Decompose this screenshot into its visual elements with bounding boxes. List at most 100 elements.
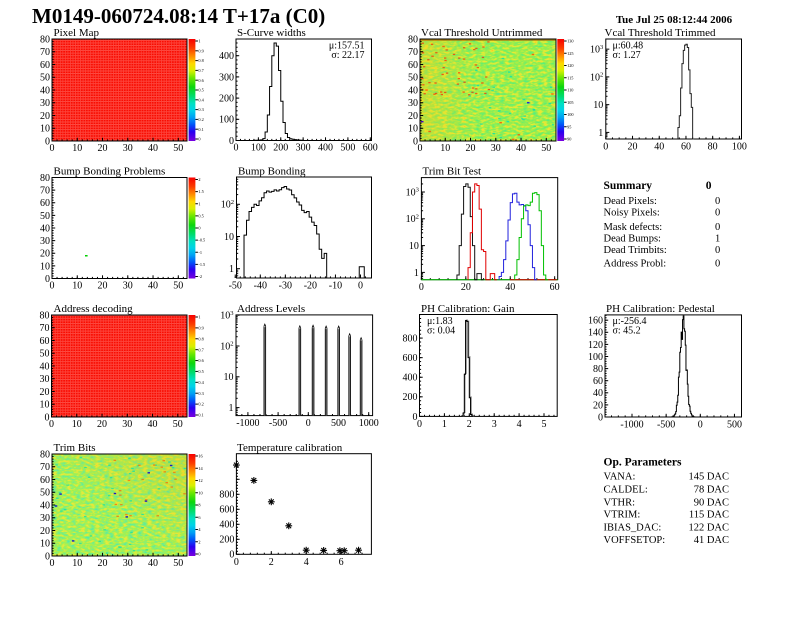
svg-text:4: 4 [304,557,309,568]
svg-text:400: 400 [403,373,418,384]
svg-text:103: 103 [406,187,420,199]
svg-text:1: 1 [442,419,447,430]
svg-text:800: 800 [219,490,234,501]
svg-text:600: 600 [363,143,378,154]
svg-text:70: 70 [40,462,50,473]
svg-text:Summary: Summary [604,180,653,192]
svg-text:0.9: 0.9 [198,48,203,53]
svg-text:10: 10 [72,281,82,292]
svg-text:0: 0 [50,143,55,154]
svg-text:40: 40 [40,361,50,372]
svg-text:0: 0 [706,180,712,192]
svg-text:20: 20 [40,387,50,398]
svg-text:20: 20 [628,142,638,153]
svg-text:10: 10 [408,124,418,135]
svg-text:0.5: 0.5 [198,213,203,218]
svg-text:0: 0 [715,245,720,256]
svg-text:0.2: 0.2 [198,117,203,122]
svg-text:PH Calibration: Gain: PH Calibration: Gain [421,303,515,315]
svg-text:125: 125 [567,51,573,56]
svg-text:10: 10 [224,232,234,243]
svg-text:115 DAC: 115 DAC [689,510,729,521]
svg-text:6: 6 [339,557,344,568]
svg-text:Op. Parameters: Op. Parameters [604,457,682,469]
svg-text:1: 1 [198,39,200,44]
svg-text:50: 50 [173,281,183,292]
svg-text:80: 80 [408,34,418,45]
svg-text:14: 14 [198,466,203,471]
svg-text:50: 50 [40,211,50,222]
svg-text:40: 40 [516,143,526,154]
svg-text:2: 2 [198,177,200,182]
svg-text:80: 80 [40,310,50,321]
svg-text:102: 102 [406,213,419,225]
svg-text:-10: -10 [329,281,342,292]
svg-text:100: 100 [251,143,266,154]
svg-text:12: 12 [198,478,202,483]
svg-text:-1000: -1000 [620,420,643,431]
svg-text:50: 50 [40,73,50,84]
svg-text:0: 0 [598,412,603,423]
svg-text:70: 70 [40,186,50,197]
svg-text:0: 0 [45,274,50,285]
svg-text:500: 500 [340,143,355,154]
svg-text:40: 40 [148,558,158,569]
svg-text:σ: 45.2: σ: 45.2 [613,326,641,337]
svg-text:400: 400 [219,520,234,531]
svg-text:0: 0 [358,281,363,292]
svg-text:20: 20 [593,400,603,411]
svg-text:20: 20 [40,526,50,537]
svg-text:100: 100 [219,115,234,126]
svg-text:IBIAS_DAC:: IBIAS_DAC: [604,523,662,534]
svg-text:80: 80 [593,364,603,375]
svg-text:200: 200 [273,143,288,154]
svg-text:Bump Bonding Problems: Bump Bonding Problems [54,166,166,178]
svg-text:80: 80 [708,142,718,153]
svg-text:-30: -30 [279,281,292,292]
svg-text:300: 300 [296,143,311,154]
svg-text:20: 20 [97,419,107,430]
svg-text:78 DAC: 78 DAC [694,485,729,496]
svg-text:1: 1 [229,264,234,275]
svg-text:20: 20 [461,282,471,293]
svg-text:40: 40 [148,281,158,292]
svg-text:0: 0 [306,418,311,429]
svg-text:20: 20 [98,143,108,154]
svg-text:80: 80 [40,173,50,184]
svg-text:50: 50 [40,488,50,499]
svg-text:400: 400 [318,143,333,154]
svg-text:10: 10 [224,372,234,383]
svg-text:80: 80 [40,449,50,460]
svg-text:μ:60.48: μ:60.48 [613,40,644,51]
svg-text:0: 0 [698,420,703,431]
svg-text:40: 40 [40,85,50,96]
svg-text:1: 1 [198,315,200,320]
svg-text:Temperature calibration: Temperature calibration [237,442,343,454]
svg-text:115: 115 [567,75,573,80]
svg-text:70: 70 [40,47,50,58]
svg-text:Trim Bit Test: Trim Bit Test [423,166,482,178]
svg-text:0: 0 [419,282,424,293]
svg-text:800: 800 [403,333,418,344]
svg-text:4: 4 [198,527,201,532]
svg-text:30: 30 [408,98,418,109]
svg-text:103: 103 [220,310,234,322]
svg-text:400: 400 [219,51,234,62]
svg-text:6: 6 [198,515,201,520]
svg-text:Vcal Threshold Untrimmed: Vcal Threshold Untrimmed [421,27,543,39]
svg-text:Bump Bonding: Bump Bonding [238,166,306,178]
svg-text:100: 100 [588,352,603,363]
svg-text:0: 0 [50,558,55,569]
svg-text:40: 40 [654,142,664,153]
svg-text:S-Curve widths: S-Curve widths [237,27,306,39]
svg-text:90: 90 [567,137,571,142]
svg-text:0: 0 [198,552,200,557]
svg-text:41 DAC: 41 DAC [694,535,729,546]
svg-text:60: 60 [593,376,603,387]
svg-text:0.2: 0.2 [198,402,203,407]
svg-text:40: 40 [505,282,515,293]
svg-text:0: 0 [49,419,54,430]
svg-text:100: 100 [732,142,747,153]
svg-text:μ:157.51: μ:157.51 [329,40,365,51]
svg-text:60: 60 [40,336,50,347]
